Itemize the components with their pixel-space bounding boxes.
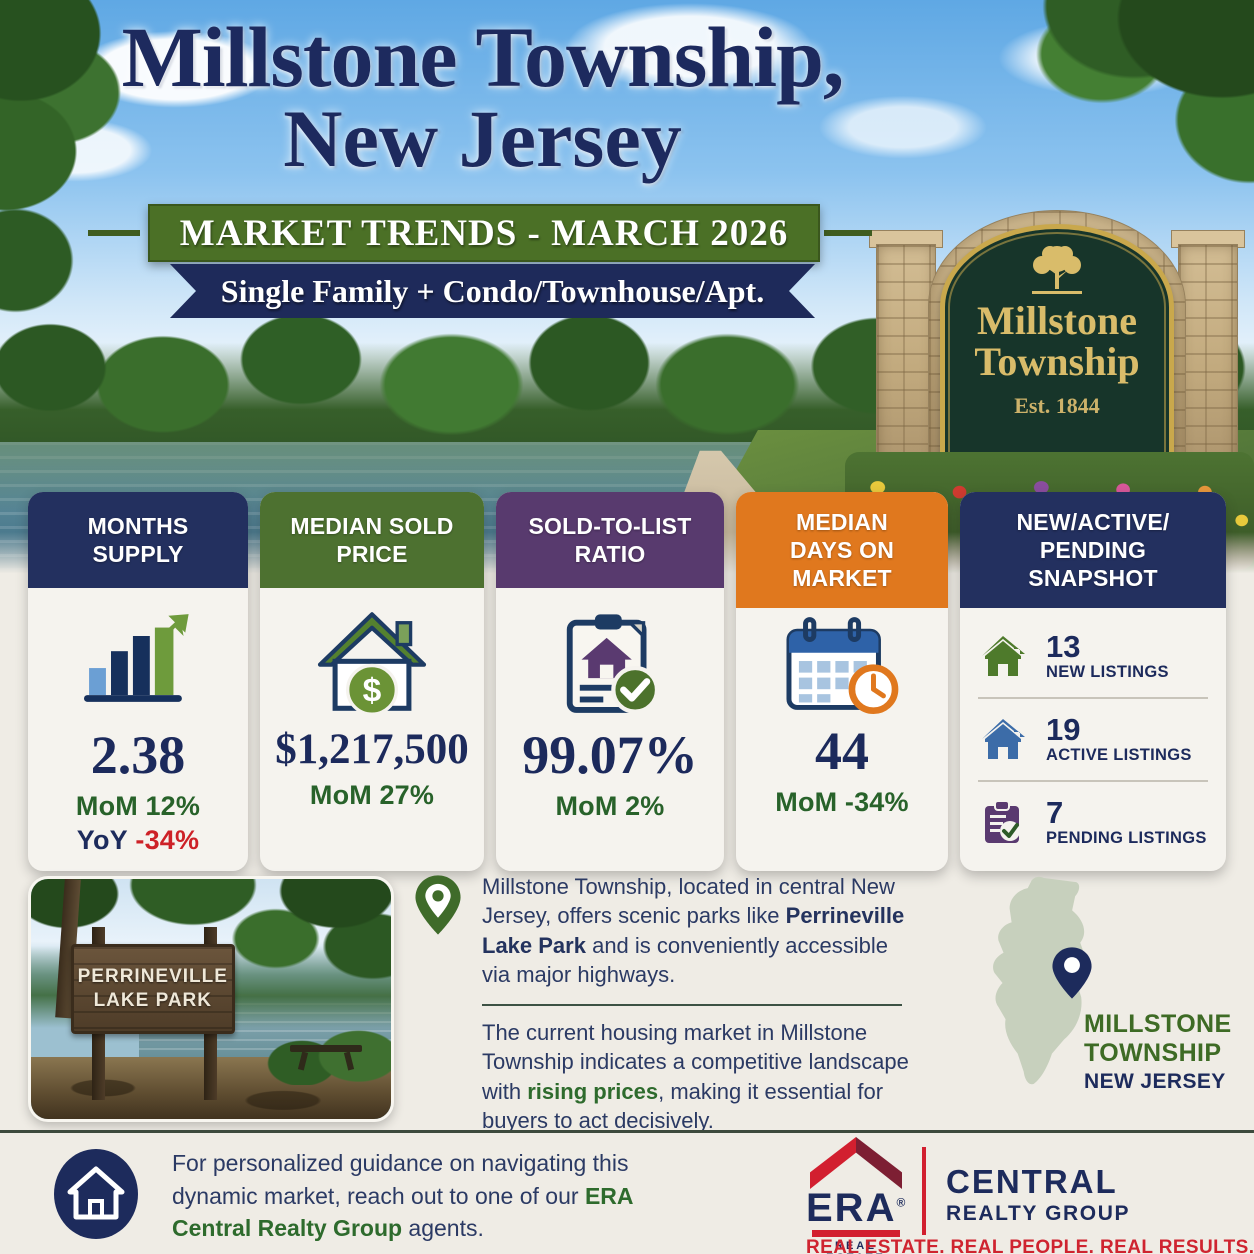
stat-cards-row: MONTHS SUPPLY 2.38 MoM 12 xyxy=(28,492,1226,871)
snapshot-row-pending: 7 PENDING LISTINGS xyxy=(976,784,1210,861)
stat-value: $1,217,500 xyxy=(275,726,469,773)
divider xyxy=(978,779,1208,782)
picnic-table xyxy=(290,1045,363,1071)
banner-dash-left xyxy=(88,230,140,236)
snapshot-count: 7 xyxy=(1046,794,1064,830)
divider xyxy=(482,1003,903,1006)
snapshot-row-new: 13 NEW LISTINGS xyxy=(976,618,1210,695)
about-paragraph-2: The current housing market in Millstone … xyxy=(482,1019,909,1134)
map-pin-icon xyxy=(1050,946,1094,1005)
clipboard-check-icon xyxy=(556,604,664,722)
about-section: PERRINEVILLE LAKE PARK Millstone Townshi… xyxy=(0,872,1254,1133)
card-header: NEW/ACTIVE/ PENDING SNAPSHOT xyxy=(960,492,1226,608)
stat-value: 2.38 xyxy=(90,725,186,785)
stat-value: 99.07% xyxy=(522,725,698,785)
gold-tree-icon xyxy=(1032,246,1082,294)
park-sign-line1: PERRINEVILLE xyxy=(77,965,228,987)
new-jersey-map xyxy=(993,876,1089,1085)
stat-mom: MoM -34% xyxy=(775,787,909,817)
township-sign-monument: Millstone Township Est. 1844 xyxy=(869,208,1245,492)
about-paragraph-1: Millstone Township, located in central N… xyxy=(482,874,905,988)
perrineville-lake-park-photo: PERRINEVILLE LAKE PARK xyxy=(28,876,394,1122)
footer: For personalized guidance on navigating … xyxy=(0,1130,1254,1254)
card-listings-snapshot: NEW/ACTIVE/ PENDING SNAPSHOT 13 NEW LIST… xyxy=(960,492,1226,871)
card-sold-to-list-ratio: SOLD-TO-LIST RATIO 99.07% xyxy=(496,492,724,871)
era-wordmark: ERA® xyxy=(806,1186,908,1230)
era-red-bar xyxy=(812,1230,900,1237)
title-line1: Millstone Township, xyxy=(121,9,845,105)
era-brand-bold: ERA Central Realty Group xyxy=(172,1182,633,1242)
bar-chart-growth-icon xyxy=(84,604,192,722)
township-sign: Millstone Township Est. 1844 xyxy=(940,224,1174,466)
snapshot-row-active: 19 ACTIVE LISTINGS xyxy=(976,701,1210,778)
logo-divider xyxy=(922,1147,926,1235)
era-roof-icon xyxy=(810,1137,902,1189)
rising-prices-bold: rising prices xyxy=(527,1078,659,1104)
snapshot-label: NEW LISTINGS xyxy=(1046,663,1169,682)
central-realty-group: CENTRAL REALTY GROUP xyxy=(946,1163,1131,1225)
footer-message: For personalized guidance on navigating … xyxy=(172,1150,633,1242)
card-median-sold-price: MEDIAN SOLD PRICE $ $1,217,500 MoM 27% xyxy=(260,492,484,871)
stat-yoy: YoY -34% xyxy=(76,825,200,856)
divider xyxy=(978,696,1208,699)
tagline: REAL ESTATE. REAL PEOPLE. REAL RESULTS. xyxy=(806,1237,1254,1254)
card-header: MEDIAN SOLD PRICE xyxy=(260,492,484,588)
card-header: SOLD-TO-LIST RATIO xyxy=(496,492,724,588)
stat-mom: MoM 2% xyxy=(555,791,665,821)
stone-pillar-right xyxy=(1178,244,1238,492)
market-trends-banner: MARKET TRENDS - MARCH 2026 xyxy=(148,204,820,262)
purple-clipboard-icon xyxy=(976,800,1030,844)
about-text: Millstone Township, located in central N… xyxy=(482,872,920,1136)
green-house-icon xyxy=(976,635,1030,677)
card-header: MONTHS SUPPLY xyxy=(28,492,248,588)
snapshot-count: 19 xyxy=(1046,711,1081,747)
svg-text:$: $ xyxy=(363,673,382,710)
blue-house-icon xyxy=(976,718,1030,760)
sign-established: Est. 1844 xyxy=(1014,392,1100,418)
calendar-clock-icon xyxy=(784,614,900,718)
banner-label: MARKET TRENDS - MARCH 2026 xyxy=(179,212,789,254)
snapshot-label: ACTIVE LISTINGS xyxy=(1046,746,1192,765)
stat-mom: MoM 27% xyxy=(309,780,435,810)
card-median-days-on-market: MEDIAN DAYS ON MARKET xyxy=(736,492,948,871)
title-line2: New Jersey xyxy=(283,93,682,184)
snapshot-count: 13 xyxy=(1046,628,1081,664)
page-title: Millstone Township, New Jersey xyxy=(0,9,965,184)
house-dollar-icon: $ xyxy=(316,604,428,722)
card-header: MEDIAN DAYS ON MARKET xyxy=(736,492,948,608)
era-logo: ERA® REAL ESTATE xyxy=(806,1137,906,1254)
home-circle-icon xyxy=(52,1147,140,1246)
property-types-ribbon: Single Family + Condo/Townhouse/Apt. xyxy=(170,264,815,318)
park-sign-line2: LAKE PARK xyxy=(93,989,212,1011)
era-logo-block: ERA® REAL ESTATE CENTRAL REALTY GROUP RE… xyxy=(806,1137,1254,1254)
banner-dash-right xyxy=(824,230,872,236)
park-name-bold: Perrineville Lake Park xyxy=(482,903,905,958)
park-sign: PERRINEVILLE LAKE PARK xyxy=(70,943,235,1034)
map-label-town: MILLSTONE TOWNSHIP xyxy=(1084,1010,1232,1067)
sign-town-name: Millstone Township xyxy=(974,298,1140,384)
era-real-estate-label: REAL ESTATE xyxy=(826,1240,883,1254)
new-jersey-map-block: MILLSTONE TOWNSHIP NEW JERSEY xyxy=(958,872,1234,1122)
location-pin-icon xyxy=(412,874,464,941)
stat-mom: MoM 12% xyxy=(75,791,201,821)
snapshot-label: PENDING LISTINGS xyxy=(1046,829,1207,848)
ribbon-label: Single Family + Condo/Townhouse/Apt. xyxy=(220,272,765,309)
stat-value: 44 xyxy=(815,721,869,781)
card-months-supply: MONTHS SUPPLY 2.38 MoM 12 xyxy=(28,492,248,871)
map-label-state: NEW JERSEY xyxy=(1084,1070,1226,1093)
